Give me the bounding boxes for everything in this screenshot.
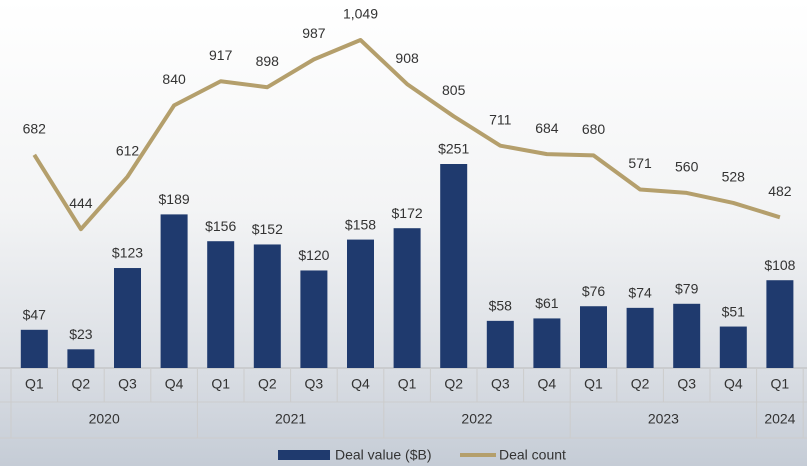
year-label: 2021 [275,411,306,427]
line-label: 682 [23,120,47,136]
line-label: 680 [582,121,606,137]
bar [487,321,514,368]
line-label: 1,049 [343,6,378,22]
x-tick-label: Q4 [165,376,184,392]
bar-label: $152 [252,221,283,237]
line-label: 840 [162,71,186,87]
x-tick-label: Q3 [677,376,696,392]
bar-label: $47 [23,307,47,323]
x-tick-label: Q4 [724,376,743,392]
bar [394,228,421,368]
legend-label: Deal value ($B) [335,447,432,463]
bar-label: $158 [345,216,376,232]
x-tick-label: Q2 [631,376,650,392]
year-label: 2024 [764,411,795,427]
bar-label: $79 [675,280,699,296]
bar [627,308,654,368]
line-label: 528 [722,169,746,185]
line-label: 444 [69,195,93,211]
x-tick-label: Q3 [491,376,510,392]
line-label: 917 [209,47,233,63]
year-label: 2022 [461,411,492,427]
x-tick-label: Q3 [118,376,137,392]
chart: $47 Q1 $23 Q2 $123 Q3 $189 Q4 $156 Q1 $152 Q2 $120 Q3… [0,0,807,466]
bar-label: $76 [582,283,606,299]
x-tick-label: Q1 [25,376,44,392]
bar [766,280,793,368]
bar-label: $51 [722,303,746,319]
x-tick-label: Q2 [444,376,463,392]
line-label: 684 [535,120,559,136]
line-label: 711 [489,111,512,127]
year-label: 2020 [89,411,120,427]
line-label: 571 [628,155,652,171]
bar [21,330,48,368]
x-tick-label: Q1 [771,376,790,392]
line-label: 908 [395,50,419,66]
year-label: 2023 [648,411,679,427]
bar [161,214,188,368]
bar [114,268,141,368]
line-label: 612 [116,142,140,158]
x-tick-label: Q1 [398,376,417,392]
line-label: 898 [256,53,280,69]
bar-label: $172 [392,205,423,221]
legend-label: Deal count [499,447,566,463]
x-tick-label: Q2 [258,376,277,392]
bar-label: $189 [159,191,190,207]
bar [67,349,94,368]
x-tick-label: Q3 [305,376,324,392]
bar-label: $23 [69,326,93,342]
bar [440,164,467,368]
bar [720,327,747,368]
bar [673,304,700,368]
bar-label: $61 [535,295,559,311]
bar [533,318,560,368]
bar [207,241,234,368]
x-tick-label: Q4 [351,376,370,392]
bar [347,240,374,368]
bar-label: $120 [298,247,329,263]
bar-label: $251 [438,141,469,157]
x-tick-label: Q1 [584,376,603,392]
line-label: 482 [768,183,792,199]
line-label: 805 [442,82,466,98]
bar [300,270,327,368]
x-tick-label: Q4 [538,376,557,392]
bar-label: $74 [628,285,652,301]
x-tick-label: Q2 [72,376,91,392]
bar [580,306,607,368]
bar-label: $108 [764,257,795,273]
bar [254,244,281,368]
bar-label: $156 [205,218,236,234]
legend-swatch [278,450,330,460]
line-label: 560 [675,159,699,175]
line-label: 987 [302,25,326,41]
bar-label: $123 [112,245,143,261]
x-tick-label: Q1 [211,376,230,392]
bar-label: $58 [489,298,513,314]
